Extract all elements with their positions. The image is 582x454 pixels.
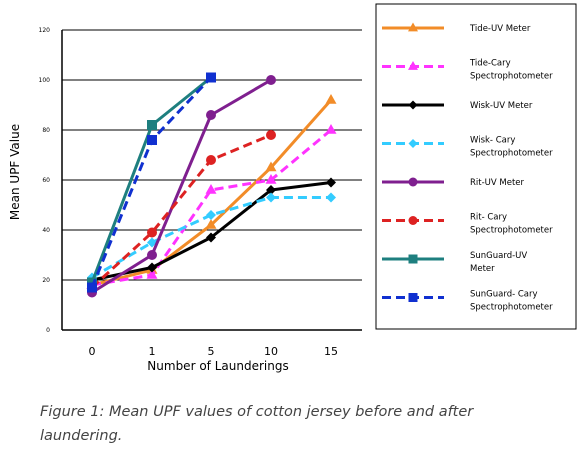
data-point: [266, 185, 276, 195]
data-point: [266, 130, 276, 140]
data-point: [325, 94, 337, 104]
y-tick-label: 120: [39, 27, 51, 34]
legend-label: Wisk-UV Meter: [470, 101, 533, 111]
y-tick-label: 60: [42, 177, 50, 184]
y-tick-label: 100: [39, 77, 51, 84]
legend-marker: [408, 100, 418, 110]
legend-item: Tide-Cary Spectrophotometer: [382, 59, 553, 82]
data-point: [205, 219, 217, 229]
legend-item: Tide-UV Meter: [382, 22, 531, 34]
legend-label: Wisk- Cary Spectrophotometer: [470, 136, 553, 159]
legend-item: Wisk- Cary Spectrophotometer: [382, 136, 553, 159]
legend-label: Rit- Cary Spectrophotometer: [470, 213, 553, 236]
x-tick-label: 5: [208, 345, 215, 358]
data-point: [206, 155, 216, 165]
series-5: [87, 75, 276, 298]
x-tick-label: 0: [89, 345, 96, 358]
data-point: [147, 227, 157, 238]
legend-label: SunGuard-UV Meter: [470, 251, 527, 274]
legend-item: Rit-UV Meter: [382, 177, 525, 188]
x-tick-label: 10: [264, 345, 278, 358]
y-axis-title: Mean UPF Value: [8, 124, 22, 220]
data-point: [147, 120, 157, 130]
data-point: [147, 135, 157, 145]
y-tick-label: 40: [42, 227, 50, 234]
legend-marker: [408, 177, 418, 187]
legend-label: Rit-UV Meter: [470, 178, 525, 188]
data-point: [206, 210, 216, 220]
series-line: [90, 133, 272, 289]
data-point: [146, 269, 158, 279]
legend-item: Wisk-UV Meter: [382, 100, 533, 111]
series-8: [87, 72, 216, 293]
legend-label: SunGuard- Cary Spectrophotometer: [470, 290, 553, 313]
series-line: [91, 78, 272, 294]
series-6: [87, 130, 276, 293]
legend: Tide-UV Meter Tide-Cary Spectrophotometer W…: [375, 3, 577, 330]
data-point: [325, 124, 337, 134]
legend-box: [375, 3, 577, 330]
data-point: [147, 250, 157, 260]
data-point: [326, 192, 336, 203]
legend-marker: [408, 216, 418, 225]
legend-marker: [408, 61, 418, 70]
data-point: [206, 110, 216, 120]
x-tick-label: 15: [324, 345, 338, 358]
legend-label: Tide-UV Meter: [469, 24, 531, 34]
legend-item: SunGuard- Cary Spectrophotometer: [382, 290, 553, 313]
legend-item: SunGuard-UV Meter: [382, 251, 527, 274]
legend-label: Tide-Cary Spectrophotometer: [469, 59, 553, 82]
legend-marker: [408, 22, 418, 32]
data-point: [206, 72, 216, 83]
y-tick-label: 20: [42, 277, 50, 284]
x-axis-title: Number of Launderings: [147, 359, 288, 373]
data-point: [87, 282, 97, 293]
series-line: [91, 128, 332, 287]
legend-marker: [408, 293, 418, 302]
data-point: [147, 237, 157, 248]
legend-marker: [408, 254, 418, 264]
y-tick-label: 0: [46, 327, 50, 334]
data-point: [266, 192, 276, 203]
legend-item: Rit- Cary Spectrophotometer: [382, 213, 553, 236]
x-tick-label: 1: [149, 345, 156, 358]
figure-caption: Figure 1: Mean UPF values of cotton jers…: [40, 404, 474, 444]
data-point: [265, 161, 277, 172]
data-point: [265, 174, 277, 184]
data-point: [206, 232, 216, 243]
series-line: [91, 181, 332, 282]
data-point: [147, 262, 157, 273]
data-point: [205, 184, 217, 194]
legend-marker: [408, 139, 418, 148]
data-point: [326, 177, 336, 188]
data-point: [266, 75, 276, 85]
y-tick-label: 80: [42, 127, 50, 134]
